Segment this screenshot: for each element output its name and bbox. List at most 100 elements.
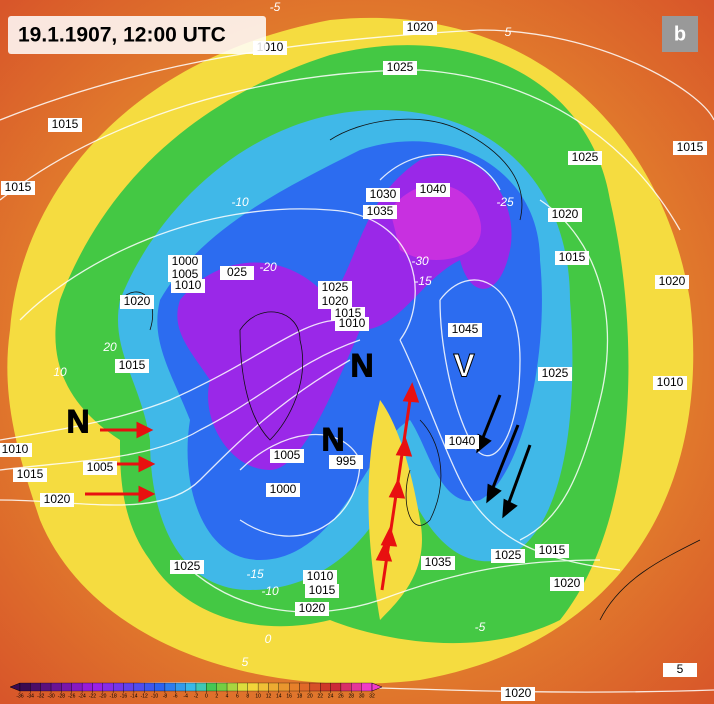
isobar-label-box: [653, 376, 687, 390]
colorbar-tick-label: -12: [141, 693, 148, 699]
colorbar-cell: [320, 682, 331, 692]
colorbar-cell: [361, 682, 373, 692]
colorbar-tick-label: -18: [110, 693, 117, 699]
colorbar-cell: [226, 682, 238, 692]
isobar-label-box: [335, 317, 369, 331]
colorbar-cell: [61, 682, 72, 692]
warm-advection-arrows: [85, 382, 420, 591]
colorbar-tick-label: -32: [37, 693, 44, 699]
temperature-labels: 5 -10 -20 -25 -30 -15 20 10 -15 -10 0 5 -5 -5: [53, 0, 514, 669]
isobar-label-box: [421, 556, 455, 570]
colorbar-tick-label: -36: [16, 693, 23, 699]
isobar-label-box: [383, 61, 417, 75]
isobar-label: 1025: [542, 366, 569, 380]
isobar-label-box: [0, 443, 32, 457]
isobar-label: 1020: [554, 576, 581, 590]
isobar-label-box: [538, 367, 572, 381]
pressure-systems: N N N V: [66, 347, 476, 458]
isobar-label: 1015: [309, 583, 336, 597]
isobar-label-box: [48, 118, 82, 132]
isobar-label: 1020: [124, 294, 151, 308]
isobar-label: 1015: [677, 140, 704, 154]
isobar-labels: 1010102010251015101510251015102010151020…: [0, 20, 707, 701]
isobar-label: 1020: [299, 601, 326, 615]
isobar-label: 025: [227, 265, 247, 279]
colorbar-cell: [50, 682, 62, 692]
isobar-label: 1045: [452, 322, 479, 336]
isobar-label: 1015: [17, 467, 44, 481]
colorbar-cell: [309, 682, 321, 692]
isobar-label-box: [1, 181, 35, 195]
colorbar-tick-label: 26: [338, 693, 344, 699]
isobar-label-box: [168, 268, 202, 282]
colorbar-tick-label: -6: [173, 693, 178, 699]
isobar-label-box: [445, 435, 479, 449]
colorbar-tick-label: 28: [349, 693, 355, 699]
isobar-label: 1010: [307, 569, 334, 583]
colorbar: -36 -34 -32 -30 -28 -26 -24 -22 -20 -18 -16 -14 -12-…: [9, 682, 383, 699]
isobar-label: 1005: [172, 267, 199, 281]
colorbar-tick-label: -24: [79, 693, 86, 699]
colorbar-tick-label: 6: [236, 693, 239, 699]
isobar-label-box: [416, 183, 450, 197]
isobar-label-box: [663, 663, 697, 677]
colorbar-cell: [40, 682, 52, 692]
colorbar-cell: [206, 682, 217, 692]
isobar-label: 1015: [539, 543, 566, 557]
colorbar-cell: [113, 682, 124, 692]
isobar-label-box: [550, 577, 584, 591]
colorbar-tick-label: 16: [286, 693, 292, 699]
isobar-label-box: [305, 584, 339, 598]
isobar-label-box: [568, 151, 602, 165]
colorbar-cell: [195, 682, 207, 692]
colorbar-tick-label: -34: [27, 693, 34, 699]
isobar-label: 1040: [449, 434, 476, 448]
colorbar-cell: [257, 682, 269, 692]
pressure-system: N: [350, 347, 373, 383]
colorbar-cell: [278, 682, 290, 692]
colorbar-tick-label: -20: [99, 693, 106, 699]
isobar-label: 1020: [407, 20, 434, 34]
temperature-label: -30: [411, 254, 429, 268]
isobar-label: 1010: [2, 442, 29, 456]
colorbar-tick-label: 18: [297, 693, 303, 699]
colorbar-tick-label: -10: [151, 693, 158, 699]
isobar-label-box: [403, 21, 437, 35]
temperature-label: -15: [246, 567, 264, 581]
colorbar-tick-label: 22: [317, 693, 323, 699]
isobar-label: 1025: [174, 559, 201, 573]
title: 19.1.1907, 12:00 UTC: [18, 24, 226, 47]
isobar-label-box: [120, 295, 154, 309]
panel-letter: b: [674, 23, 686, 45]
isobar-label-box: [318, 281, 352, 295]
isobar-label: 1020: [505, 686, 532, 700]
colorbar-cell: [340, 682, 352, 692]
pressure-system: N: [321, 421, 344, 457]
isobar-label-box: [555, 251, 589, 265]
isobar-label-box: [115, 359, 149, 373]
isobar-label: 1025: [495, 548, 522, 562]
isobar-label: 1025: [322, 280, 349, 294]
isobar-label: 5: [677, 662, 684, 676]
temperature-label: 5: [505, 25, 512, 39]
isobar-label: 1015: [335, 306, 362, 320]
isobar-label-box: [170, 560, 204, 574]
colorbar-cell: [330, 682, 342, 692]
temperature-label: 10: [53, 365, 67, 379]
colorbar-tick-label: 2: [215, 693, 218, 699]
isobar-label-box: [329, 455, 363, 469]
colorbar-tick-label: 32: [369, 693, 375, 699]
pressure-system: N: [66, 403, 89, 439]
colorbar-cell: [164, 682, 176, 692]
temperature-label: -5: [475, 620, 486, 634]
temperature-label: -10: [261, 584, 279, 598]
isobar-label: 1030: [370, 187, 397, 201]
isobar-label: 1015: [119, 358, 146, 372]
colorbar-cell: [144, 682, 155, 692]
isobar-label-box: [366, 188, 400, 202]
colorbar-cell: [154, 682, 166, 692]
colorbar-tick-label: -16: [120, 693, 127, 699]
colorbar-cell: [81, 682, 93, 692]
isobar-label: 1020: [552, 207, 579, 221]
panel-box: [662, 16, 698, 52]
